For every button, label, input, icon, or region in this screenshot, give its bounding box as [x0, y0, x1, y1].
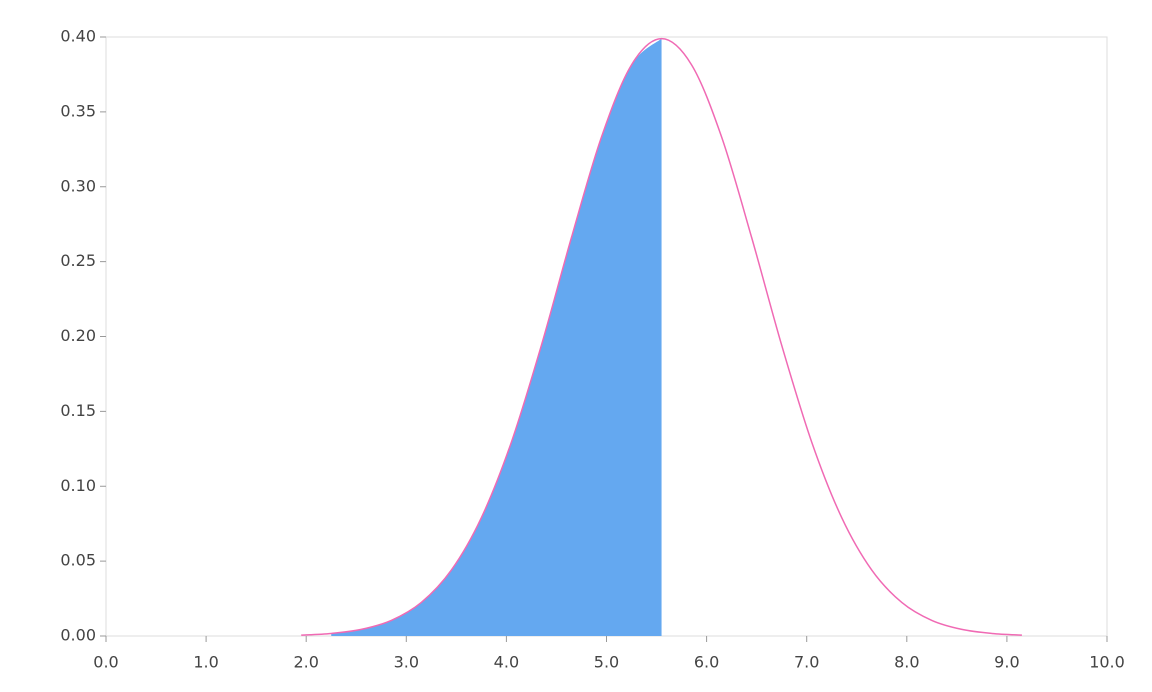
y-tick-label: 0.05 [60, 551, 96, 570]
x-tick-label: 8.0 [894, 653, 919, 672]
x-tick-label: 6.0 [694, 653, 719, 672]
x-tick-label: 7.0 [794, 653, 819, 672]
curve [301, 37, 1022, 636]
y-tick-label: 0.30 [60, 176, 96, 195]
x-tick-label: 2.0 [293, 653, 318, 672]
y-tick-label: 0.20 [60, 326, 96, 345]
x-tick-label: 10.0 [1089, 653, 1125, 672]
x-tick-label: 1.0 [193, 653, 218, 672]
y-tick-label: 0.10 [60, 476, 96, 495]
x-tick-label: 0.0 [93, 653, 118, 672]
y-tick-label: 0.15 [60, 401, 96, 420]
x-tick-label: 3.0 [394, 653, 419, 672]
x-tick-label: 4.0 [494, 653, 519, 672]
y-tick-label: 0.40 [60, 27, 96, 46]
x-tick-label: 5.0 [594, 653, 619, 672]
y-tick-label: 0.00 [60, 626, 96, 645]
x-tick-label: 9.0 [994, 653, 1019, 672]
y-tick-label: 0.25 [60, 251, 96, 270]
y-tick-label: 0.35 [60, 101, 96, 120]
shaded-area [331, 38, 662, 636]
